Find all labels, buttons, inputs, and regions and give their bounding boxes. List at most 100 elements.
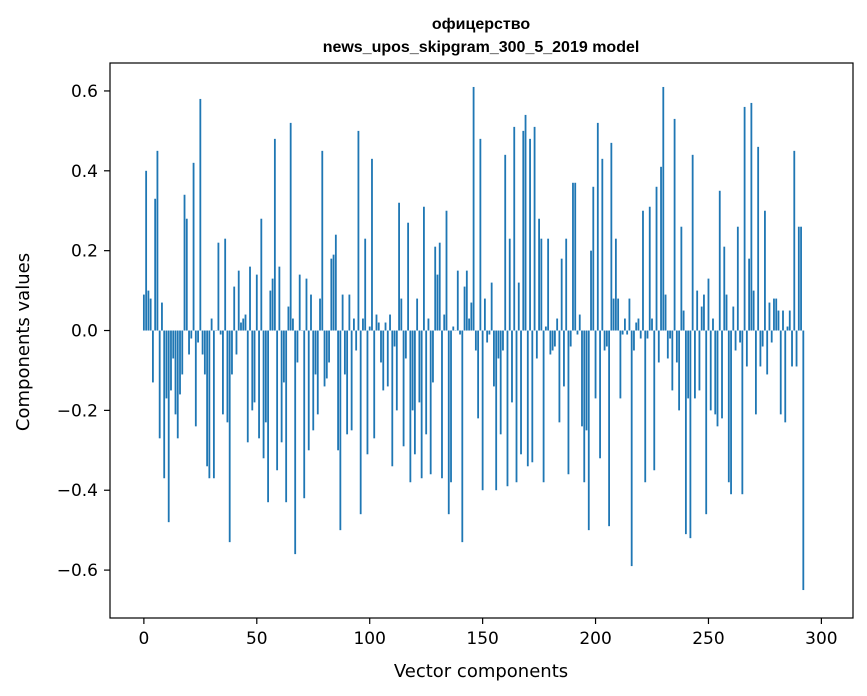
bar	[486, 330, 489, 343]
bar	[427, 318, 430, 331]
bar	[684, 330, 687, 535]
bar	[474, 330, 477, 351]
bar	[732, 306, 735, 331]
bar	[323, 330, 326, 387]
bar	[152, 330, 154, 383]
x-tick-label: 100	[353, 629, 385, 649]
bar	[578, 314, 581, 331]
bar	[167, 330, 170, 523]
bar	[276, 330, 279, 471]
bar	[470, 302, 473, 331]
bar	[730, 330, 732, 495]
bar	[235, 330, 238, 355]
bar	[691, 154, 694, 331]
x-tick-label: 50	[246, 629, 268, 649]
bar	[468, 318, 470, 331]
bar	[149, 298, 152, 331]
bar	[694, 330, 696, 399]
bar	[590, 250, 592, 331]
bar	[764, 210, 766, 331]
bar	[741, 330, 744, 495]
bar	[660, 166, 662, 331]
bar	[596, 122, 599, 331]
bar	[635, 322, 638, 331]
bar	[540, 238, 543, 331]
bar	[181, 330, 184, 375]
bar	[314, 330, 317, 375]
bar	[183, 194, 186, 331]
bar	[226, 330, 229, 423]
bar	[782, 310, 784, 331]
bar	[493, 330, 495, 387]
bar	[520, 330, 522, 455]
bar	[793, 150, 796, 331]
bar	[718, 190, 721, 331]
bar	[217, 242, 220, 331]
bar	[219, 330, 222, 335]
bar	[675, 330, 678, 363]
bar	[673, 118, 676, 331]
bar	[368, 326, 371, 331]
bar	[560, 258, 563, 331]
bar	[364, 238, 367, 331]
bar	[581, 330, 583, 427]
bar	[418, 330, 421, 403]
bar	[443, 314, 446, 331]
bar	[303, 330, 306, 499]
bar	[734, 330, 737, 351]
bar	[687, 330, 690, 399]
bar	[592, 186, 595, 331]
x-tick-label: 0	[138, 629, 149, 649]
bar	[558, 330, 561, 423]
bar	[775, 298, 778, 331]
bar	[319, 298, 321, 331]
bar	[696, 290, 699, 331]
bar	[258, 330, 260, 439]
bar	[163, 330, 166, 479]
bar	[599, 330, 601, 459]
bar	[325, 330, 328, 379]
bar	[269, 290, 272, 331]
bar	[145, 170, 148, 331]
bar	[624, 318, 626, 331]
bar	[212, 330, 215, 479]
bar	[156, 150, 159, 331]
bar	[416, 298, 419, 331]
bar	[585, 330, 588, 431]
bar	[499, 330, 502, 435]
bar	[190, 330, 193, 339]
y-tick-label: 0.2	[71, 242, 98, 262]
bar	[768, 302, 771, 331]
bar	[366, 330, 369, 455]
bar	[712, 318, 714, 331]
bar	[249, 266, 251, 331]
bar	[255, 274, 258, 331]
bar	[750, 102, 753, 331]
bar	[727, 330, 730, 483]
bar	[524, 114, 527, 331]
bar	[567, 330, 570, 475]
bar	[341, 294, 344, 331]
bar	[680, 226, 683, 331]
bar	[350, 330, 353, 431]
bar	[721, 330, 723, 419]
bar	[231, 330, 233, 375]
bar	[445, 210, 448, 331]
bar	[725, 294, 728, 331]
bar	[563, 330, 565, 387]
bar	[542, 330, 545, 483]
bar	[402, 330, 405, 447]
bar	[565, 238, 568, 331]
bar	[574, 182, 577, 331]
bar	[535, 330, 538, 359]
bar	[411, 330, 414, 411]
bar	[395, 330, 398, 411]
bar	[371, 158, 373, 331]
bar	[748, 258, 751, 331]
bar	[334, 234, 337, 331]
x-axis-label: Vector components	[394, 661, 568, 682]
bar	[339, 330, 342, 531]
bar	[617, 298, 620, 331]
bar	[253, 330, 256, 403]
bar	[601, 158, 604, 331]
